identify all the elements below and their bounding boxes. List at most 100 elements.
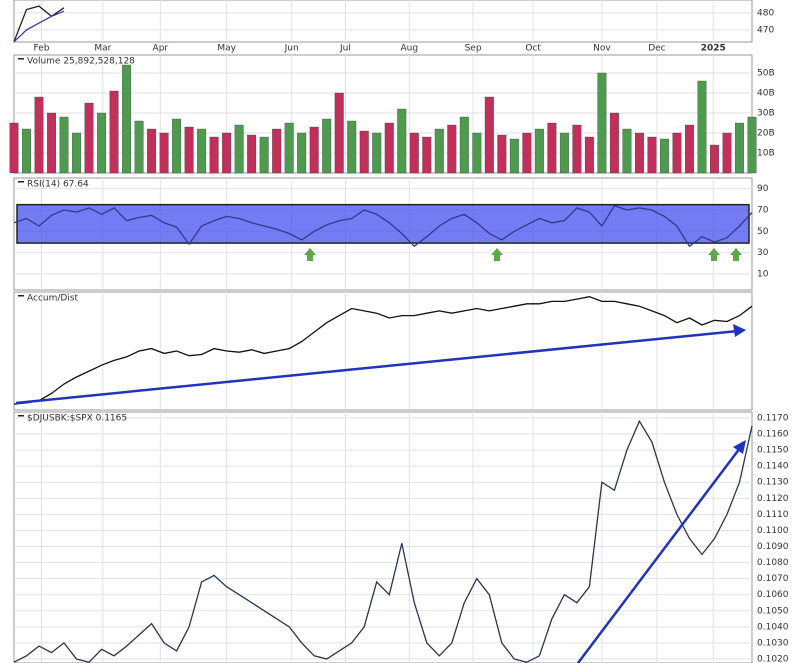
volume-bar xyxy=(659,138,669,174)
volume-bar xyxy=(284,122,294,174)
volume-bar xyxy=(547,122,557,174)
volume-bar xyxy=(522,132,532,174)
x-tick-label: Aug xyxy=(400,44,418,54)
y-tick-label: 0.1080 xyxy=(757,558,789,568)
volume-bar xyxy=(534,128,544,174)
y-tick-label: 0.1110 xyxy=(757,510,789,520)
y-tick-label: 0.1040 xyxy=(757,622,789,632)
volume-bar xyxy=(109,90,119,174)
y-tick-label: 50B xyxy=(757,69,775,79)
y-tick-label: 30 xyxy=(757,248,769,258)
volume-bar xyxy=(184,126,194,174)
volume-bar xyxy=(334,92,344,174)
volume-bar xyxy=(197,128,207,174)
data-line xyxy=(13,204,753,248)
y-tick-label: 0.1120 xyxy=(757,494,789,504)
y-tick-label: 90 xyxy=(757,184,769,194)
volume-bar xyxy=(622,128,632,174)
panel xyxy=(13,411,753,663)
y-tick-label: 20B xyxy=(757,129,775,139)
trend-line xyxy=(577,447,741,663)
data-line xyxy=(13,296,753,405)
volume-bar xyxy=(597,72,607,174)
volume-bar xyxy=(397,108,407,174)
x-tick-label: May xyxy=(217,44,236,54)
trend-line xyxy=(15,329,739,405)
arrow-head xyxy=(733,324,746,337)
x-tick-label: Dec xyxy=(648,44,665,54)
data-line xyxy=(13,5,65,43)
volume-bar xyxy=(484,96,494,174)
y-tick-label: 0.1030 xyxy=(757,638,789,648)
x-tick-label: Feb xyxy=(34,44,50,54)
volume-bar xyxy=(347,120,357,174)
legend-swatch xyxy=(18,415,24,417)
y-tick-label: 10B xyxy=(757,149,775,159)
rsi-band xyxy=(16,203,750,244)
legend-swatch xyxy=(18,58,24,60)
volume-bar xyxy=(697,80,707,174)
volume-bar xyxy=(9,122,19,174)
volume-bar xyxy=(472,132,482,174)
volume-bar xyxy=(159,132,169,174)
arrow-head xyxy=(733,440,746,454)
volume-bar xyxy=(422,136,432,174)
y-tick-label: 0.1150 xyxy=(757,446,789,456)
volume-bar xyxy=(572,124,582,174)
volume-bar xyxy=(609,112,619,174)
y-tick-label: 480 xyxy=(757,8,774,18)
volume-bar xyxy=(509,138,519,174)
volume-bar xyxy=(134,120,144,174)
volume-bar xyxy=(359,130,369,174)
volume-bar xyxy=(247,134,257,174)
y-tick-label: 0.1050 xyxy=(757,606,789,616)
x-tick-label: Nov xyxy=(593,44,611,54)
volume-bar xyxy=(72,132,81,174)
volume-bar xyxy=(747,116,757,174)
data-line xyxy=(13,10,65,43)
x-tick-label: Sep xyxy=(465,44,482,54)
panel xyxy=(13,0,753,43)
volume-bar xyxy=(735,122,744,174)
legend-swatch xyxy=(18,181,24,183)
y-tick-label: 0.1130 xyxy=(757,478,789,488)
volume-bar xyxy=(710,144,719,174)
y-tick-label: 0.1090 xyxy=(757,542,789,552)
volume-bar xyxy=(259,136,269,174)
y-tick-label: 0.1020 xyxy=(757,654,789,663)
x-tick-label: Jun xyxy=(284,44,299,54)
volume-bar xyxy=(722,132,732,174)
marks: Feb Mar Apr May Jun Jul Aug Sep Oct Nov Dec 2025 470… xyxy=(9,0,789,663)
panel-title: $DJUSBK:$SPX 0.1165 xyxy=(27,414,127,424)
volume-bar xyxy=(685,124,694,174)
x-tick-label: 2025 xyxy=(701,44,726,54)
panel-title: RSI(14) 67.64 xyxy=(27,180,89,190)
volume-bar xyxy=(322,118,332,174)
volume-bar xyxy=(372,132,382,174)
y-tick-label: 0.1070 xyxy=(757,574,789,584)
y-tick-label: 40B xyxy=(757,89,775,99)
y-tick-label: 470 xyxy=(757,25,774,35)
y-tick-label: 0.1140 xyxy=(757,462,789,472)
volume-bar xyxy=(459,116,469,174)
volume-bar xyxy=(447,124,457,174)
volume-bar xyxy=(272,128,282,174)
volume-bar xyxy=(309,126,319,174)
x-tick-label: Mar xyxy=(94,44,111,54)
volume-bar xyxy=(672,132,682,174)
volume-bar xyxy=(147,128,157,174)
x-tick-label: Apr xyxy=(153,44,169,54)
volume-bar xyxy=(559,132,569,174)
volume-bar xyxy=(209,136,219,174)
volume-bar xyxy=(172,118,182,174)
volume-bar xyxy=(297,132,307,174)
x-tick-label: Jul xyxy=(339,44,351,54)
volume-bar xyxy=(234,124,244,174)
volume-bar xyxy=(84,102,94,174)
volume-bar xyxy=(409,132,419,174)
volume-bar xyxy=(47,112,56,174)
volume-bar xyxy=(97,112,107,174)
y-tick-label: 50 xyxy=(757,227,769,237)
volume-bar xyxy=(497,134,507,174)
